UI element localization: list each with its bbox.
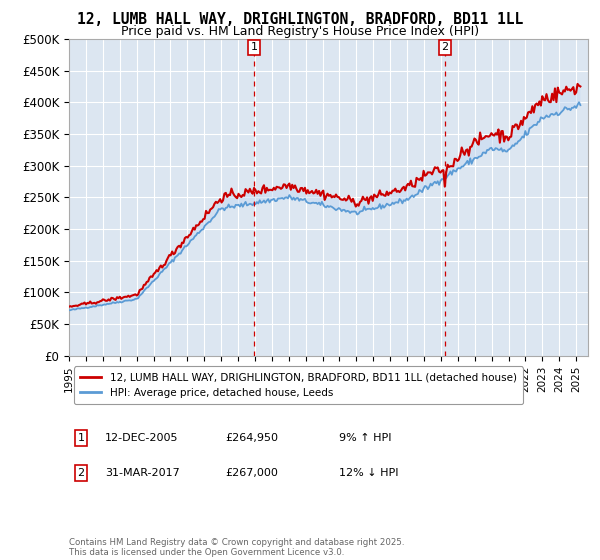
Text: £267,000: £267,000 [225,468,278,478]
Text: 9% ↑ HPI: 9% ↑ HPI [339,433,391,443]
Text: 12% ↓ HPI: 12% ↓ HPI [339,468,398,478]
Text: 12-DEC-2005: 12-DEC-2005 [105,433,179,443]
Text: £264,950: £264,950 [225,433,278,443]
Text: 31-MAR-2017: 31-MAR-2017 [105,468,180,478]
Text: 2: 2 [442,43,449,53]
Text: Price paid vs. HM Land Registry's House Price Index (HPI): Price paid vs. HM Land Registry's House … [121,25,479,38]
Text: Contains HM Land Registry data © Crown copyright and database right 2025.
This d: Contains HM Land Registry data © Crown c… [69,538,404,557]
Text: 1: 1 [251,43,257,53]
Text: 2: 2 [77,468,85,478]
Legend: 12, LUMB HALL WAY, DRIGHLINGTON, BRADFORD, BD11 1LL (detached house), HPI: Avera: 12, LUMB HALL WAY, DRIGHLINGTON, BRADFOR… [74,366,523,404]
Text: 1: 1 [77,433,85,443]
Text: 12, LUMB HALL WAY, DRIGHLINGTON, BRADFORD, BD11 1LL: 12, LUMB HALL WAY, DRIGHLINGTON, BRADFOR… [77,12,523,27]
